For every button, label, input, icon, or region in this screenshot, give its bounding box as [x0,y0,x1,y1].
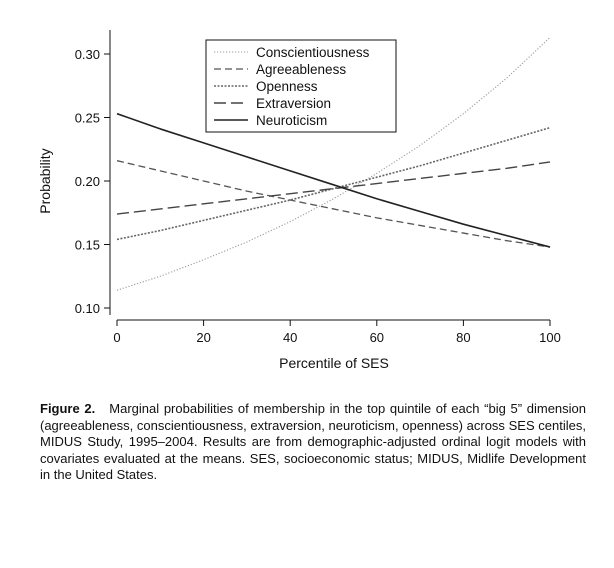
y-tick-label: 0.15 [75,238,100,253]
x-tick-label: 20 [196,330,210,345]
y-ticks: 0.10 0.15 0.20 0.25 0.30 [75,47,110,316]
y-tick-label: 0.10 [75,301,100,316]
x-tick-label: 100 [539,330,561,345]
caption-text: Marginal probabilities of membership in … [40,401,587,482]
x-tick-label: 0 [113,330,120,345]
caption-label: Figure 2. [40,401,96,416]
figure-caption: Figure 2. Marginal probabilities of memb… [40,401,586,484]
x-tick-label: 80 [456,330,470,345]
legend-entries: Conscientiousness Agreeableness Openness Ex… [214,45,370,128]
legend-label-agreeableness: Agreeableness [256,62,346,77]
legend-label-openness: Openness [256,79,318,94]
x-tick-label: 60 [370,330,384,345]
series-lines [116,37,551,291]
legend-box [205,39,397,133]
y-tick-label: 0.25 [75,111,100,126]
y-tick-label: 0.30 [75,47,100,62]
y-tick-label: 0.20 [75,174,100,189]
y-axis-label: Probability [37,148,53,213]
x-ticks: 0 20 40 60 80 100 [113,320,561,345]
legend-label-neuroticism: Neuroticism [256,113,327,128]
figure-chart: 0.10 0.15 0.20 0.25 0.30 0 20 40 60 80 100 Percen… [37,30,561,371]
series-line-neuroticism [116,112,551,248]
legend-label-extraversion: Extraversion [256,96,331,111]
legend-label-conscientiousness: Conscientiousness [256,45,370,60]
x-axis-label: Percentile of SES [279,355,389,371]
legend: Conscientiousness Agreeableness Openness Ex… [205,39,397,133]
series-line-extraversion [116,161,551,215]
series-line-openness [116,126,551,241]
series-line-agreeableness [116,160,551,248]
x-tick-label: 40 [283,330,297,345]
